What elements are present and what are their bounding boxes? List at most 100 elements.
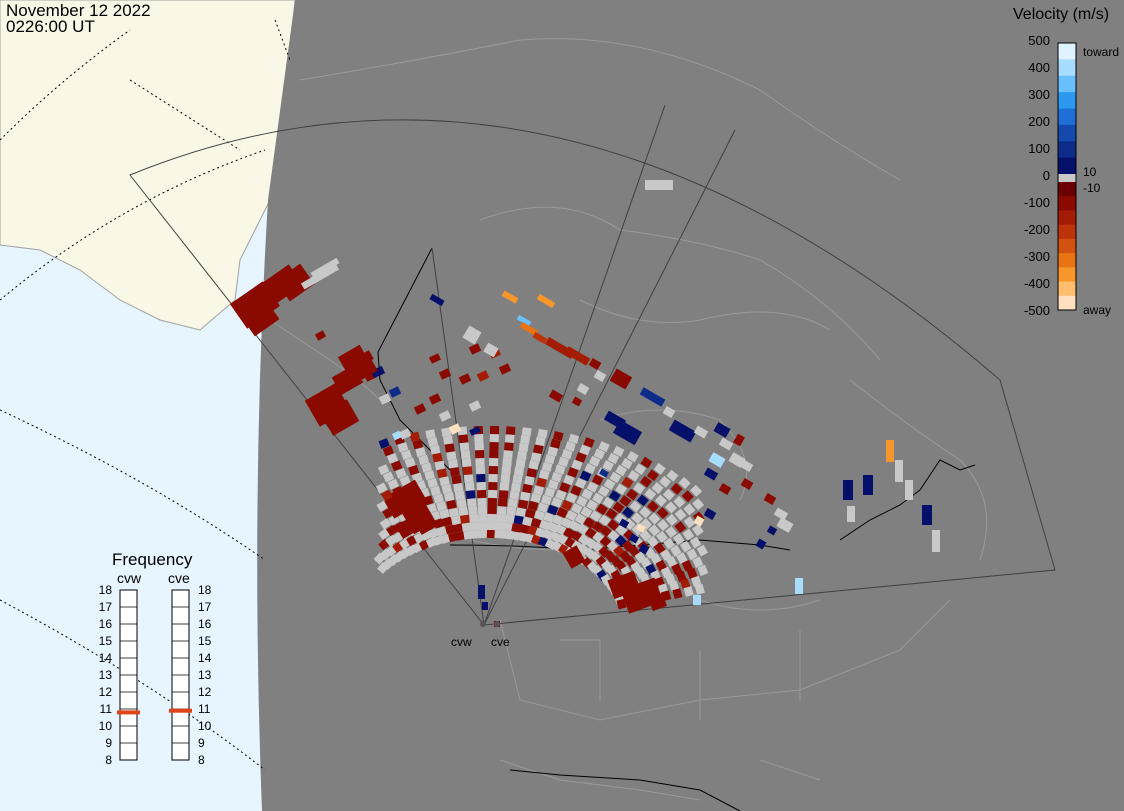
- velocity-cell: [692, 556, 704, 569]
- velocity-cell: [453, 482, 464, 493]
- velocity-cell: [497, 498, 508, 507]
- colorbar-toward-segment: [1058, 124, 1076, 142]
- velocity-cell: [689, 536, 702, 549]
- velocity-cell: [522, 516, 533, 527]
- velocity-cell: [653, 462, 666, 475]
- velocity-cell: [567, 467, 579, 478]
- velocity-cell: [430, 485, 441, 496]
- velocity-cell: [536, 293, 556, 309]
- velocity-cell: [463, 474, 474, 484]
- velocity-cell: [468, 343, 482, 355]
- colorbar-away-segment: [1058, 182, 1076, 197]
- velocity-cell: [387, 478, 400, 490]
- velocity-cell: [678, 476, 691, 489]
- velocity-cell: [469, 514, 479, 523]
- velocity-cell: [551, 497, 563, 508]
- velocity-cell: [527, 500, 539, 511]
- velocity-cell: [533, 444, 544, 455]
- colorbar-tick-label: 300: [1028, 87, 1050, 102]
- velocity-cell: [510, 482, 521, 492]
- date-label: November 12 2022: [6, 1, 151, 20]
- velocity-cell: [483, 342, 499, 358]
- velocity-cell: [466, 498, 477, 507]
- velocity-cell: [427, 437, 439, 447]
- velocity-cell: [538, 519, 551, 531]
- velocity-cell: [612, 445, 625, 457]
- velocity-cell: [663, 537, 676, 550]
- velocity-cell: [615, 464, 628, 477]
- velocity-cell: [468, 400, 482, 412]
- latitude-circle-1: [0, 599, 266, 771]
- velocity-cell: [515, 458, 526, 469]
- velocity-cell: [518, 443, 529, 453]
- velocity-cell: [449, 467, 460, 477]
- velocity-cell: [458, 506, 469, 516]
- velocity-cell: [489, 433, 499, 443]
- inner-tick-positive: 10: [1083, 165, 1097, 179]
- velocity-cell: [665, 525, 678, 538]
- velocity-cell: [662, 488, 675, 501]
- velocity-colorbar: [1057, 42, 1077, 311]
- velocity-cell: [540, 494, 552, 506]
- velocity-cell: [476, 370, 490, 382]
- velocity-cell: [564, 441, 576, 452]
- velocity-cell: [477, 505, 488, 515]
- velocity-cell: [645, 180, 673, 190]
- velocity-cell: [547, 521, 559, 533]
- velocity-cell: [696, 544, 708, 557]
- velocity-cell: [662, 406, 676, 418]
- velocity-cell: [674, 521, 687, 534]
- velocity-cell: [551, 514, 564, 526]
- velocity-cell: [671, 563, 683, 575]
- frequency-scale-right: 9: [198, 736, 205, 750]
- velocity-cell: [462, 466, 473, 476]
- velocity-cell: [580, 506, 593, 518]
- velocity-cell: [474, 433, 484, 443]
- velocity-cell: [461, 522, 472, 532]
- velocity-cell: [659, 475, 672, 488]
- velocity-cell: [458, 434, 469, 444]
- velocity-cell: [509, 490, 520, 500]
- velocity-cell: [574, 513, 587, 525]
- velocity-cell: [476, 481, 486, 491]
- frequency-scale-left: 17: [98, 600, 112, 614]
- velocity-cell: [459, 514, 471, 524]
- frequency-scale-left: 11: [99, 702, 112, 716]
- velocity-cell: [444, 524, 456, 535]
- velocity-cell: [922, 505, 932, 525]
- velocity-cell: [494, 529, 504, 539]
- velocity-cell: [501, 530, 512, 540]
- velocity-cell: [424, 470, 435, 481]
- colorbar-zero-segment: [1058, 174, 1076, 182]
- velocity-cell: [503, 522, 514, 532]
- velocity-cell: [489, 425, 500, 435]
- velocity-cell: [465, 490, 476, 499]
- velocity-cell: [409, 431, 421, 442]
- velocity-cell: [462, 325, 482, 345]
- velocity-cell: [486, 529, 496, 539]
- velocity-cell: [608, 490, 621, 502]
- velocity-cell: [499, 482, 510, 491]
- velocity-cell: [446, 451, 457, 461]
- velocity-cell: [378, 438, 390, 449]
- velocity-cell: [488, 481, 498, 491]
- velocity-cell: [487, 521, 497, 531]
- velocity-cell: [674, 508, 687, 521]
- velocity-cell: [795, 578, 803, 594]
- velocity-cell: [559, 482, 571, 493]
- velocity-cell: [503, 450, 513, 459]
- velocity-cell: [693, 425, 709, 439]
- frequency-scale-right: 18: [198, 583, 212, 597]
- velocity-cell: [443, 435, 454, 445]
- velocity-cell: [482, 602, 488, 610]
- latitude-circle-3: [0, 149, 266, 301]
- away-label: away: [1083, 303, 1112, 317]
- velocity-cell: [391, 460, 403, 472]
- velocity-cell: [477, 497, 487, 507]
- velocity-cell: [615, 523, 628, 536]
- velocity-cell: [636, 494, 649, 507]
- velocity-cell: [598, 514, 611, 527]
- frequency-scale-right: 16: [198, 617, 212, 631]
- velocity-cell: [543, 512, 555, 523]
- velocity-cell: [637, 577, 661, 601]
